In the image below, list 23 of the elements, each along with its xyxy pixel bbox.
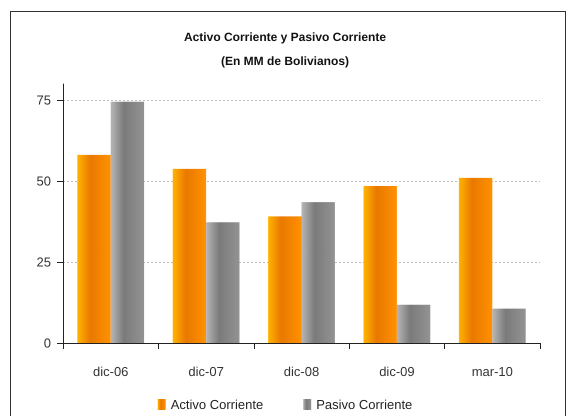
x-tick-label: dic-08 bbox=[284, 364, 320, 379]
bar bbox=[110, 102, 144, 343]
x-tick-label: dic-09 bbox=[379, 364, 415, 379]
bar bbox=[492, 308, 526, 343]
bar bbox=[302, 202, 335, 343]
y-tick-label: 50 bbox=[36, 174, 51, 189]
bar bbox=[77, 154, 111, 343]
y-tick-label: 25 bbox=[36, 254, 51, 270]
legend-label: Activo Corriente bbox=[170, 397, 264, 412]
x-tick-label: dic-07 bbox=[188, 364, 224, 379]
bar bbox=[206, 222, 240, 343]
bar bbox=[458, 178, 492, 343]
bar bbox=[396, 304, 430, 343]
bar bbox=[268, 216, 302, 343]
chart-subtitle: (En MM de Bolivianos) bbox=[220, 54, 350, 68]
legend-label: Pasivo Corriente bbox=[316, 397, 412, 412]
bar bbox=[172, 168, 206, 343]
y-tick-label: 0 bbox=[44, 336, 51, 350]
y-tick-label: 75 bbox=[36, 92, 51, 108]
bar bbox=[364, 186, 397, 343]
chart-title: Activo Corriente y Pasivo Corriente bbox=[184, 30, 386, 44]
x-tick-label: mar-10 bbox=[472, 364, 513, 379]
x-tick-label: dic-06 bbox=[92, 364, 128, 379]
